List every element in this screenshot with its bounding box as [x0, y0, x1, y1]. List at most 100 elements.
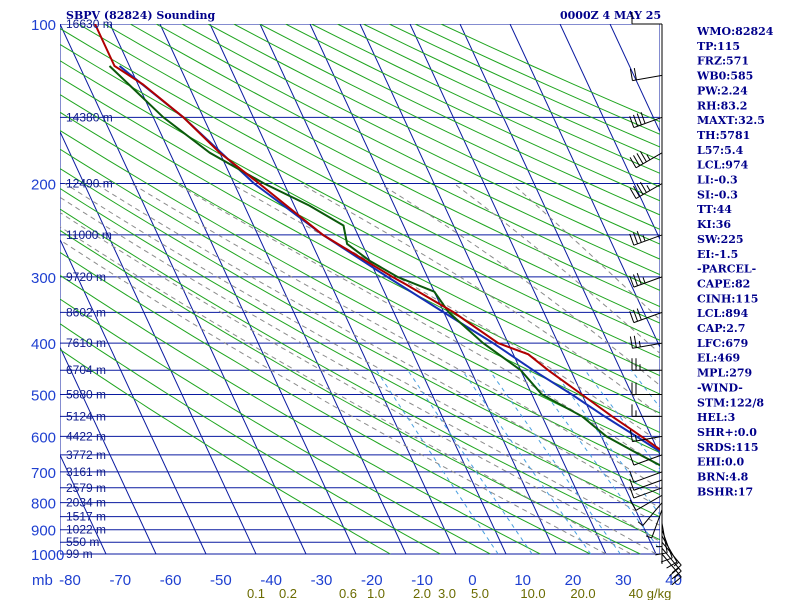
mixing-ratio-line — [407, 369, 533, 555]
index-item: LI:-0.3 — [697, 174, 738, 187]
dry-adiabat — [60, 60, 660, 377]
pressure-tick-label: 900 — [31, 523, 56, 540]
pressure-tick-label: 700 — [31, 465, 56, 482]
dry-adiabat — [181, 24, 660, 260]
height-label: 9720 m — [66, 270, 106, 284]
mixing-ratio-tick-label: 0.6 — [339, 586, 357, 600]
isotherm — [60, 453, 107, 555]
height-label: 7610 m — [66, 336, 106, 350]
mixing-ratio-tick-label: 0.2 — [279, 586, 297, 600]
wind-barb — [631, 12, 662, 25]
isotherm — [0, 24, 6, 554]
height-label: 3161 m — [66, 465, 106, 479]
index-item: RH:83.2 — [697, 99, 747, 112]
wind-barb — [637, 502, 663, 527]
index-item: MAXT:32.5 — [697, 114, 765, 127]
dry-adiabat — [60, 76, 660, 395]
pressure-tick-label: 500 — [31, 387, 56, 404]
mixing-ratio-line — [488, 369, 621, 555]
wind-barb — [629, 272, 663, 288]
wind-barb — [629, 494, 663, 511]
height-label: 5880 m — [66, 387, 106, 401]
isotherm — [109, 24, 357, 555]
wind-barb — [629, 230, 663, 246]
wind-barb — [629, 335, 663, 349]
moist-adiabat — [60, 211, 657, 555]
index-item: -PARCEL- — [697, 263, 756, 276]
mixing-ratio-tick-label: 10.0 — [520, 586, 545, 600]
mixing-ratio-line — [584, 369, 660, 471]
temperature-tick-label: -30 — [311, 572, 333, 589]
wind-barb — [629, 429, 663, 443]
wind-barb — [629, 453, 663, 466]
moist-adiabat — [60, 226, 632, 555]
isotherm — [60, 130, 257, 555]
dry-adiabat — [60, 187, 660, 518]
dry-adiabat — [60, 208, 660, 541]
pressure-tick-label: 600 — [31, 429, 56, 446]
dry-adiabat — [60, 323, 441, 555]
wind-barb — [645, 509, 663, 539]
pressure-tick-label: 200 — [31, 177, 56, 194]
wind-barb — [629, 478, 663, 491]
temperature-tick-label: -80 — [59, 572, 81, 589]
mixing-ratio-line — [461, 369, 592, 555]
dry-adiabat — [129, 24, 660, 292]
index-item: CAPE:82 — [697, 277, 750, 290]
index-item: LFC:679 — [697, 337, 748, 350]
index-item: SI:-0.3 — [697, 188, 738, 201]
mixing-ratio-tick-label: 0.1 — [247, 586, 265, 600]
pressure-tick-label: 800 — [31, 496, 56, 513]
isotherm — [159, 24, 407, 555]
isotherm — [459, 24, 660, 457]
temperature-tick-label: 30 — [615, 572, 632, 589]
height-label: 550 m — [66, 535, 99, 549]
temperature-tick-label: 10 — [514, 572, 531, 589]
temperature-tick-label: 0 — [468, 572, 476, 589]
dry-adiabat — [60, 148, 660, 474]
index-item: WMO:82824 — [696, 25, 774, 38]
index-item: SW:225 — [697, 233, 744, 246]
height-label: 16630 m — [66, 17, 113, 31]
dry-adiabat — [78, 24, 660, 324]
temperature-tick-label: -70 — [109, 572, 131, 589]
index-item: LCL:894 — [697, 307, 749, 320]
wind-barb — [631, 358, 662, 371]
isotherm — [60, 345, 157, 555]
wind-barb — [655, 523, 668, 556]
height-label: 8602 m — [66, 305, 106, 319]
dry-adiabat — [60, 27, 660, 341]
wind-barb — [629, 470, 663, 483]
mixing-ratio-tick-label: 2.0 — [413, 586, 431, 600]
index-item: WB0:585 — [696, 70, 753, 83]
moist-adiabat — [299, 183, 660, 417]
pressure-tick-label: 300 — [31, 270, 56, 287]
mixing-ratio-tick-label: 40 g/kg — [629, 586, 672, 600]
mixing-ratio-line — [552, 369, 660, 516]
isotherm — [309, 24, 557, 555]
height-label: 2034 m — [66, 496, 106, 510]
height-label: 14380 m — [66, 110, 113, 124]
index-item: EHI:0.0 — [697, 456, 744, 469]
index-item: TP:115 — [697, 40, 740, 53]
moist-adiabat — [95, 183, 660, 509]
index-item: PW:2.24 — [697, 84, 748, 97]
dry-adiabat — [60, 274, 541, 555]
isotherm — [559, 24, 660, 241]
wind-barbs-layer — [629, 12, 682, 586]
chart-title: SBPV (82824) Sounding — [66, 9, 216, 22]
height-label: 4422 m — [66, 429, 106, 443]
dry-adiabat — [60, 229, 641, 555]
temperature-tick-label: 40 — [665, 572, 682, 589]
dry-adiabat — [60, 167, 660, 496]
wind-barb — [660, 529, 673, 563]
index-item: CINH:115 — [697, 292, 758, 305]
mixing-ratio-line — [528, 369, 660, 551]
pressure-tick-label: 100 — [31, 17, 56, 34]
index-item: BRN:4.8 — [697, 471, 749, 484]
dry-adiabat — [60, 94, 660, 414]
height-label: 3772 m — [66, 448, 106, 462]
dry-adiabat — [60, 111, 660, 434]
wind-barb — [629, 181, 663, 199]
